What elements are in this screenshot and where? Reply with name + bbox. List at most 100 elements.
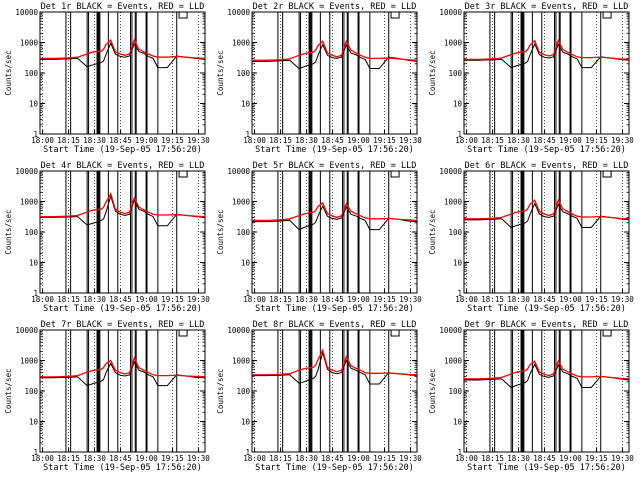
panel-title: Det 4r BLACK = Events, RED = LLD xyxy=(41,161,205,171)
events-series-line xyxy=(252,205,418,231)
y-tick-label: 1 xyxy=(245,130,250,139)
x-tick-label: 19:15 xyxy=(161,295,184,304)
x-tick-label: 18:00 xyxy=(455,454,478,463)
x-axis-label: Start Time (19-Sep-05 17:56:20) xyxy=(467,463,626,473)
y-tick-label: 10 xyxy=(241,418,251,427)
y-tick-label: 10 xyxy=(241,100,251,109)
y-tick-label: 100 xyxy=(236,69,250,78)
x-tick-label: 19:15 xyxy=(373,295,396,304)
x-tick-label: 19:00 xyxy=(559,454,582,463)
lld-series-line xyxy=(252,201,418,222)
x-tick-label: 18:45 xyxy=(321,454,344,463)
x-tick-label: 19:15 xyxy=(585,136,608,145)
lld-series-line xyxy=(252,39,418,61)
events-series-line xyxy=(464,202,630,229)
y-tick-label: 100 xyxy=(236,387,250,396)
panel-title: Det 5r BLACK = Events, RED = LLD xyxy=(253,161,417,171)
plot-frame xyxy=(463,170,630,294)
x-tick-label: 18:15 xyxy=(481,295,504,304)
y-tick-label: 1000 xyxy=(232,39,251,48)
x-tick-label: 18:15 xyxy=(481,454,504,463)
panel-title: Det 6r BLACK = Events, RED = LLD xyxy=(465,161,629,171)
lld-series-line xyxy=(40,192,206,218)
x-tick-label: 18:00 xyxy=(31,136,54,145)
attenuator-marker xyxy=(602,12,612,19)
x-tick-label: 19:30 xyxy=(611,454,634,463)
y-axis-label: Counts/sec xyxy=(4,368,13,413)
y-tick-label: 100 xyxy=(24,387,38,396)
x-tick-label: 18:15 xyxy=(269,454,292,463)
x-tick-label: 18:15 xyxy=(481,136,504,145)
events-series-line xyxy=(252,350,418,385)
plot-frame xyxy=(39,329,206,453)
y-tick-label: 10 xyxy=(29,259,39,268)
y-tick-label: 1 xyxy=(33,130,38,139)
detector-panel-1: Det 1r BLACK = Events, RED = LLD 18:00 18:… xyxy=(4,2,210,155)
y-axis-label: Counts/sec xyxy=(428,50,437,95)
y-tick-label: 1 xyxy=(33,289,38,298)
lld-series-line xyxy=(40,356,206,378)
x-tick-label: 19:00 xyxy=(135,454,158,463)
events-series-line xyxy=(40,41,206,69)
y-tick-label: 10000 xyxy=(15,326,38,335)
x-tick-label: 19:15 xyxy=(585,295,608,304)
y-axis-label: Counts/sec xyxy=(216,209,225,254)
x-tick-label: 19:30 xyxy=(399,295,422,304)
x-axis-label: Start Time (19-Sep-05 17:56:20) xyxy=(255,304,414,314)
x-tick-label: 19:00 xyxy=(347,295,370,304)
attenuator-marker xyxy=(602,330,612,337)
y-tick-label: 1000 xyxy=(444,39,463,48)
y-tick-label: 10 xyxy=(453,418,463,427)
y-tick-label: 100 xyxy=(448,228,462,237)
x-tick-label: 19:00 xyxy=(347,454,370,463)
x-tick-label: 19:00 xyxy=(135,136,158,145)
x-tick-label: 18:45 xyxy=(109,454,132,463)
y-tick-label: 10 xyxy=(453,100,463,109)
x-tick-label: 18:30 xyxy=(507,454,530,463)
x-tick-label: 19:30 xyxy=(187,295,210,304)
x-axis-label: Start Time (19-Sep-05 17:56:20) xyxy=(255,145,414,155)
events-series-line xyxy=(464,363,630,389)
attenuator-marker xyxy=(178,171,188,178)
y-tick-label: 10000 xyxy=(439,8,462,17)
x-tick-label: 19:00 xyxy=(135,295,158,304)
lld-series-line xyxy=(252,348,418,376)
x-tick-label: 18:45 xyxy=(533,295,556,304)
x-axis-label: Start Time (19-Sep-05 17:56:20) xyxy=(467,145,626,155)
x-tick-label: 19:30 xyxy=(187,136,210,145)
x-tick-label: 18:00 xyxy=(31,295,54,304)
y-tick-label: 1000 xyxy=(232,198,251,207)
y-tick-label: 10000 xyxy=(227,326,250,335)
x-axis-label: Start Time (19-Sep-05 17:56:20) xyxy=(43,145,202,155)
plot-frame xyxy=(463,11,630,135)
x-tick-label: 18:00 xyxy=(455,136,478,145)
x-axis-label: Start Time (19-Sep-05 17:56:20) xyxy=(43,463,202,473)
panel-title: Det 1r BLACK = Events, RED = LLD xyxy=(41,2,205,12)
y-tick-label: 1 xyxy=(457,289,462,298)
y-tick-label: 10 xyxy=(29,418,39,427)
attenuator-marker xyxy=(178,12,188,19)
attenuator-marker xyxy=(390,12,400,19)
y-tick-label: 1000 xyxy=(20,198,39,207)
y-tick-label: 1 xyxy=(457,448,462,457)
y-tick-label: 100 xyxy=(24,69,38,78)
plot-frame xyxy=(251,11,418,135)
x-tick-label: 19:00 xyxy=(559,136,582,145)
x-tick-label: 18:30 xyxy=(295,295,318,304)
attenuator-marker xyxy=(178,330,188,337)
plot-frame xyxy=(463,329,630,453)
y-axis-label: Counts/sec xyxy=(4,209,13,254)
x-tick-label: 18:00 xyxy=(243,454,266,463)
x-tick-label: 19:30 xyxy=(399,454,422,463)
x-tick-label: 19:30 xyxy=(611,136,634,145)
x-tick-label: 18:15 xyxy=(57,136,80,145)
attenuator-marker xyxy=(390,330,400,337)
y-tick-label: 10 xyxy=(29,100,39,109)
x-tick-label: 19:15 xyxy=(373,454,396,463)
x-tick-label: 18:45 xyxy=(533,454,556,463)
panel-title: Det 8r BLACK = Events, RED = LLD xyxy=(253,320,417,330)
